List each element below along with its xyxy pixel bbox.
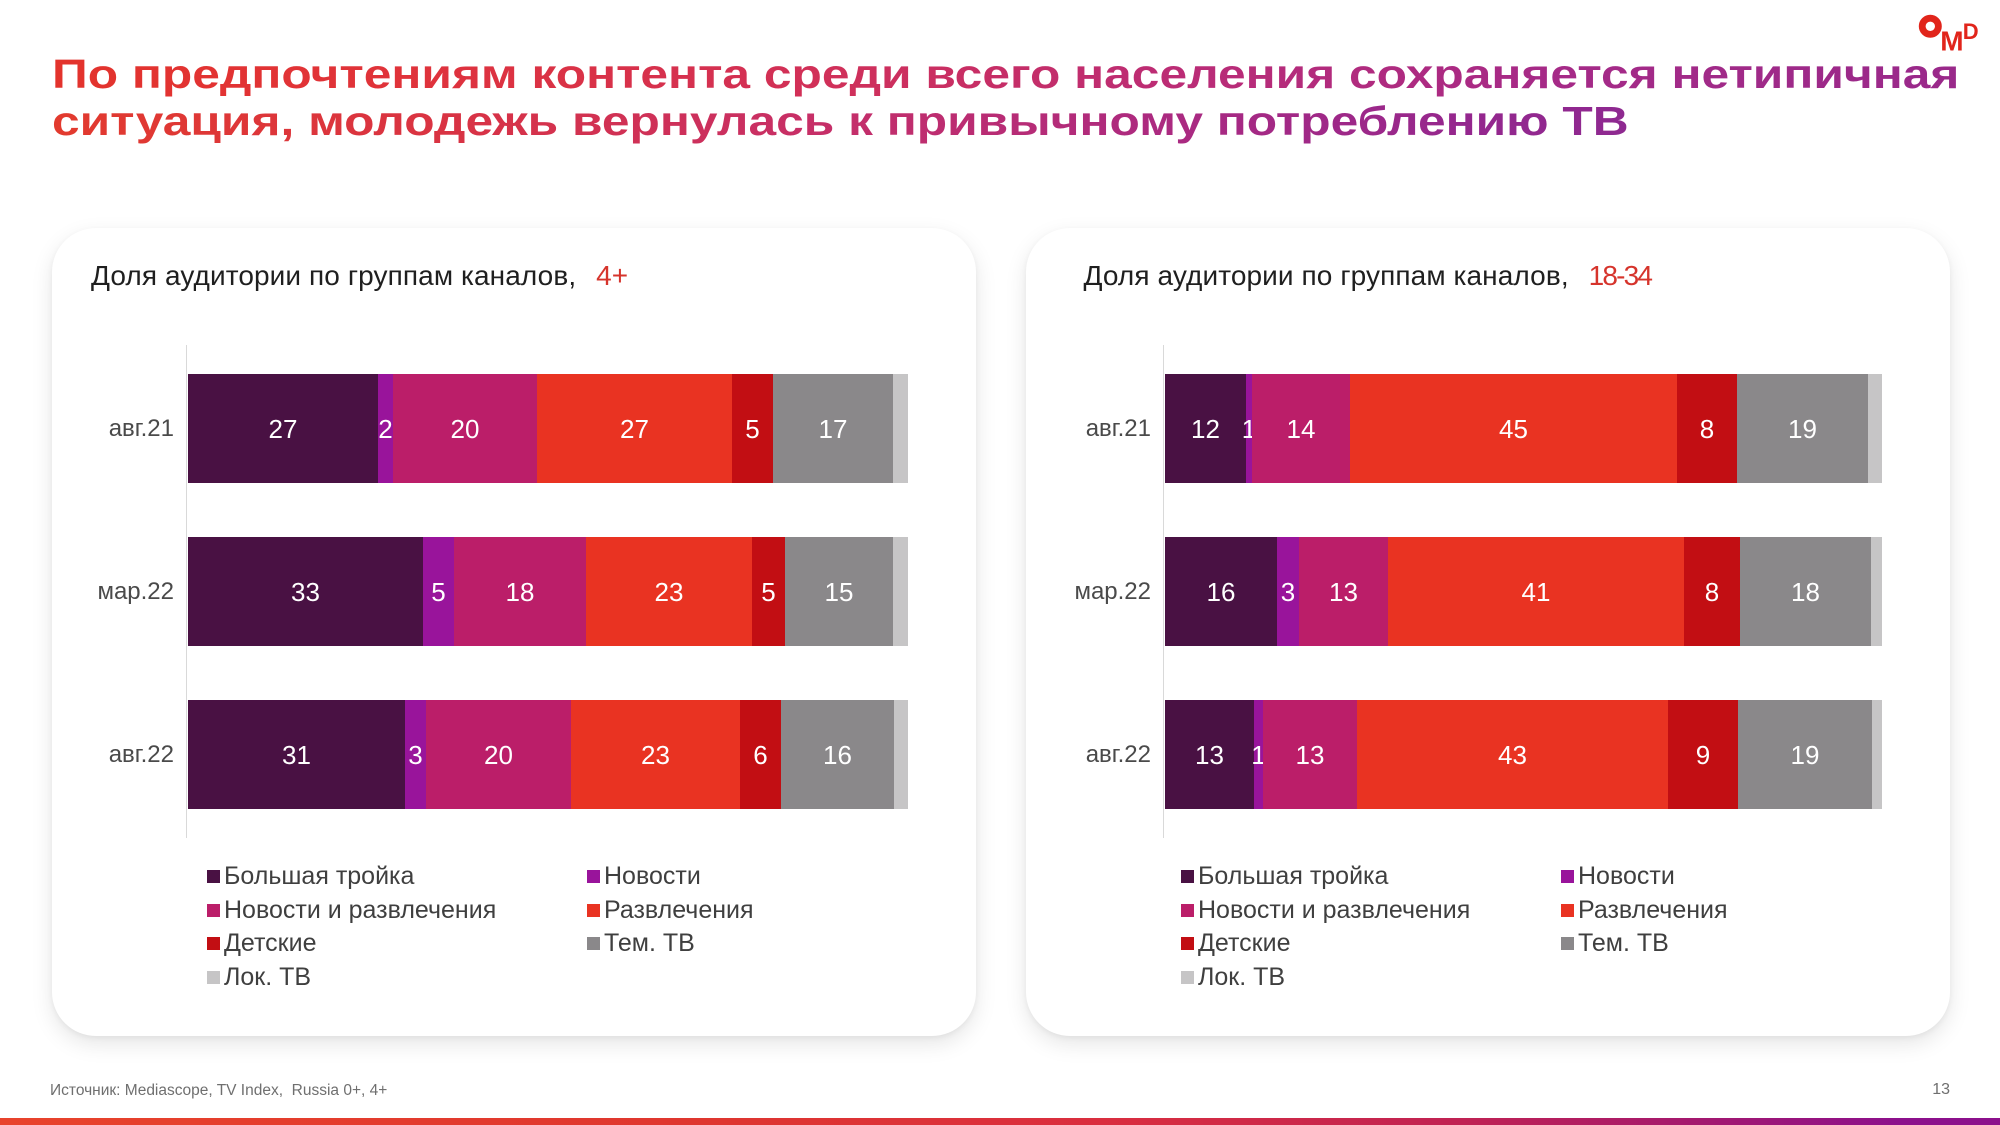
svg-text:D: D [1963, 19, 1979, 44]
svg-text:M: M [1940, 26, 1963, 56]
